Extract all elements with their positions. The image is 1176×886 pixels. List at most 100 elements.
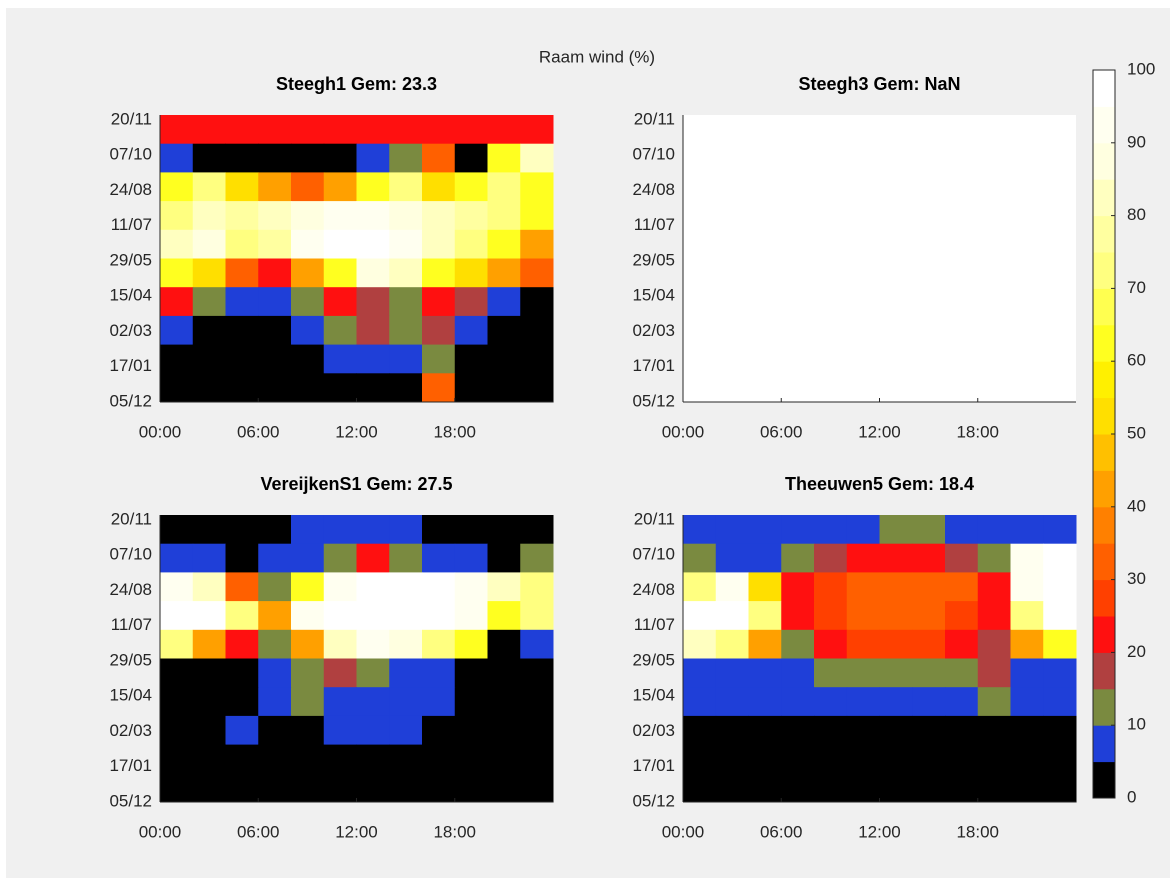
heatmap-cell	[192, 744, 226, 774]
x-tick-label: 18:00	[433, 822, 476, 841]
heatmap-cell	[879, 744, 913, 774]
heatmap-cell	[422, 543, 456, 573]
colorbar-tick-label: 30	[1127, 569, 1146, 588]
colorbar-swatch	[1093, 106, 1115, 144]
x-tick-label: 12:00	[335, 822, 378, 841]
heatmap-cell	[422, 773, 456, 803]
heatmap-cell	[912, 543, 946, 573]
heatmap-cell	[258, 344, 292, 374]
heatmap-cell	[454, 143, 488, 173]
heatmap-cell	[487, 172, 521, 202]
heatmap-cell	[192, 229, 226, 259]
heatmap-cell	[323, 572, 357, 602]
heatmap-cell	[683, 629, 717, 659]
y-tick-label: 02/03	[109, 321, 152, 340]
x-tick-label: 06:00	[237, 422, 280, 441]
heatmap-cell	[291, 143, 325, 173]
heatmap-cell	[1043, 715, 1077, 746]
heatmap-cell	[422, 143, 456, 173]
heatmap-cell	[192, 258, 226, 288]
heatmap-cell	[291, 229, 325, 259]
colorbar-swatch	[1093, 761, 1115, 799]
colorbar-tick-label: 90	[1127, 132, 1146, 151]
heatmap-cell	[356, 601, 390, 631]
heatmap-cell	[454, 287, 488, 317]
heatmap-cell	[879, 601, 913, 631]
y-tick-label: 05/12	[632, 791, 675, 810]
heatmap-cell	[160, 344, 194, 374]
heatmap-cell	[356, 715, 390, 746]
y-tick-label: 11/07	[634, 215, 675, 234]
heatmap-cell	[715, 687, 749, 717]
heatmap-cell	[323, 201, 357, 231]
y-tick-label: 05/12	[632, 391, 675, 410]
heatmap-cell	[225, 715, 259, 746]
y-tick-label: 29/05	[109, 650, 152, 669]
y-tick-label: 29/05	[632, 650, 675, 669]
y-tick-label: 11/07	[111, 615, 152, 634]
heatmap-cell	[225, 229, 259, 259]
heatmap-cell	[520, 258, 554, 288]
heatmap-cell	[258, 687, 292, 717]
heatmap-cell	[389, 715, 423, 746]
heatmap-cell	[748, 744, 782, 774]
panel-title: Steegh1 Gem: 23.3	[276, 74, 437, 94]
heatmap-cell	[977, 773, 1011, 803]
heatmap-cell	[192, 287, 226, 317]
heatmap-cell	[160, 687, 194, 717]
heatmap-cell	[192, 601, 226, 631]
heatmap-cell	[258, 744, 292, 774]
heatmap-cell	[781, 543, 815, 573]
heatmap-cell	[977, 744, 1011, 774]
colorbar-swatch	[1093, 470, 1115, 508]
heatmap-cell	[160, 715, 194, 746]
heatmap-cell	[487, 773, 521, 803]
heatmap-cell	[291, 344, 325, 374]
heatmap-cell	[356, 658, 390, 688]
heatmap-cell	[781, 572, 815, 602]
heatmap-cell	[454, 258, 488, 288]
heatmap-cell	[912, 601, 946, 631]
heatmap-cell	[945, 601, 979, 631]
heatmap-cell	[225, 629, 259, 659]
heatmap-cell	[356, 344, 390, 374]
heatmap-cell	[945, 715, 979, 746]
heatmap-cell	[192, 172, 226, 202]
heatmap-cell	[454, 744, 488, 774]
heatmap-cell	[683, 515, 717, 545]
heatmap-cell	[258, 315, 292, 346]
heatmap-cell	[487, 143, 521, 173]
heatmap-cell	[422, 258, 456, 288]
heatmap-cell	[945, 687, 979, 717]
heatmap-cell	[258, 601, 292, 631]
axes-background	[683, 115, 1076, 402]
heatmap-cell	[225, 143, 259, 173]
heatmap-cell	[454, 773, 488, 803]
heatmap-cell	[1010, 629, 1044, 659]
heatmap-cell	[454, 172, 488, 202]
x-tick-label: 00:00	[662, 422, 705, 441]
heatmap-cell	[422, 201, 456, 231]
colorbar-swatch	[1093, 252, 1115, 289]
heatmap-cell	[879, 773, 913, 803]
heatmap-cell	[291, 773, 325, 803]
heatmap-cell	[846, 658, 880, 688]
heatmap-cell	[781, 744, 815, 774]
heatmap-cell	[356, 373, 390, 403]
heatmap-cell	[160, 658, 194, 688]
heatmap-cell	[977, 601, 1011, 631]
heatmap-cell	[1043, 773, 1077, 803]
colorbar-swatch	[1093, 324, 1115, 362]
heatmap-cell	[781, 601, 815, 631]
colorbar-swatch	[1093, 506, 1115, 544]
colorbar-tick-label: 20	[1127, 642, 1146, 661]
heatmap-cell	[520, 373, 554, 403]
heatmap-cell	[945, 773, 979, 803]
heatmap-cell	[520, 715, 554, 746]
y-tick-label: 15/04	[109, 686, 152, 705]
heatmap-cell	[291, 258, 325, 288]
heatmap-cell	[520, 229, 554, 259]
heatmap-cell	[781, 629, 815, 659]
y-tick-label: 24/08	[109, 180, 152, 199]
heatmap-cell	[225, 515, 259, 545]
